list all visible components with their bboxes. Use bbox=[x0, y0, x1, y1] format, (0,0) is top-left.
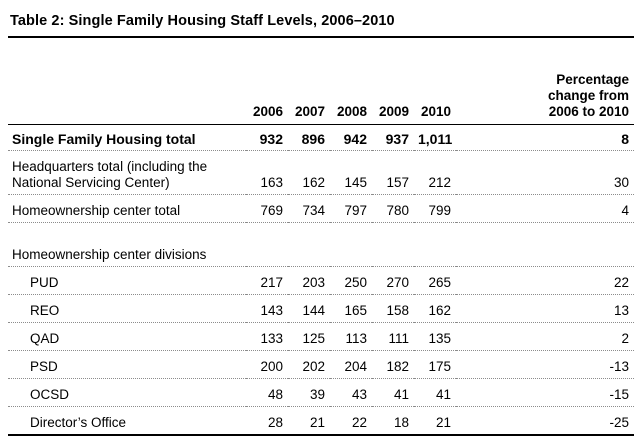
cell-2006: 932 bbox=[246, 124, 288, 151]
cell-2008: 797 bbox=[330, 194, 372, 223]
row-label: Homeownership center total bbox=[8, 194, 246, 223]
table-row-headquarters-total: Headquarters total (including the Nation… bbox=[8, 150, 634, 195]
row-label: Single Family Housing total bbox=[8, 124, 246, 151]
cell-2010: 799 bbox=[414, 194, 456, 223]
cell-2010: 41 bbox=[414, 378, 456, 407]
cell-2008: 22 bbox=[330, 406, 372, 436]
cell-2008 bbox=[330, 222, 372, 267]
row-label: PSD bbox=[8, 350, 246, 379]
row-label: Homeownership center divisions bbox=[8, 222, 246, 267]
pct-header-line-1: Percentage bbox=[556, 72, 629, 87]
cell-2007: 39 bbox=[288, 378, 330, 407]
cell-pct-change: -15 bbox=[456, 378, 634, 407]
cell-2010 bbox=[414, 222, 456, 267]
cell-pct-change: 2 bbox=[456, 322, 634, 351]
cell-2006: 48 bbox=[246, 378, 288, 407]
cell-pct-change: -13 bbox=[456, 350, 634, 379]
cell-2006: 163 bbox=[246, 150, 288, 195]
cell-2009: 157 bbox=[372, 150, 414, 195]
table-row-reo: REO 143 144 165 158 162 13 bbox=[8, 294, 634, 323]
cell-2006: 769 bbox=[246, 194, 288, 223]
table-row-directors-office: Director’s Office 28 21 22 18 21 -25 bbox=[8, 406, 634, 436]
cell-2009: 780 bbox=[372, 194, 414, 223]
cell-2010: 175 bbox=[414, 350, 456, 379]
row-label: PUD bbox=[8, 266, 246, 295]
cell-2007: 162 bbox=[288, 150, 330, 195]
pct-header-line-2: change from bbox=[547, 88, 629, 103]
cell-2007: 144 bbox=[288, 294, 330, 323]
cell-2007: 21 bbox=[288, 406, 330, 436]
table-row-homeownership-center-total: Homeownership center total 769 734 797 7… bbox=[8, 194, 634, 223]
cell-2008: 250 bbox=[330, 266, 372, 295]
cell-pct-change: 30 bbox=[456, 150, 634, 195]
cell-2010: 162 bbox=[414, 294, 456, 323]
table-title: Table 2: Single Family Housing Staff Lev… bbox=[8, 6, 634, 38]
cell-2007 bbox=[288, 222, 330, 267]
cell-2007: 203 bbox=[288, 266, 330, 295]
row-label: Headquarters total (including the Nation… bbox=[8, 150, 246, 195]
cell-2009: 270 bbox=[372, 266, 414, 295]
cell-2009: 41 bbox=[372, 378, 414, 407]
staff-levels-table: Table 2: Single Family Housing Staff Lev… bbox=[8, 6, 634, 436]
cell-pct-change: 4 bbox=[456, 194, 634, 223]
cell-pct-change: 22 bbox=[456, 266, 634, 295]
header-percentage-change: Percentage change from 2006 to 2010 bbox=[456, 38, 634, 125]
cell-2008: 165 bbox=[330, 294, 372, 323]
cell-pct-change bbox=[456, 222, 634, 267]
cell-2009: 937 bbox=[372, 124, 414, 151]
cell-2007: 202 bbox=[288, 350, 330, 379]
header-year-2006: 2006 bbox=[246, 38, 288, 125]
cell-2006: 143 bbox=[246, 294, 288, 323]
cell-pct-change: 13 bbox=[456, 294, 634, 323]
pct-header-line-3: 2006 to 2010 bbox=[548, 104, 629, 119]
cell-2009: 18 bbox=[372, 406, 414, 436]
cell-2008: 942 bbox=[330, 124, 372, 151]
cell-2008: 43 bbox=[330, 378, 372, 407]
cell-2008: 145 bbox=[330, 150, 372, 195]
cell-2009 bbox=[372, 222, 414, 267]
cell-2007: 734 bbox=[288, 194, 330, 223]
cell-2009: 182 bbox=[372, 350, 414, 379]
cell-2008: 204 bbox=[330, 350, 372, 379]
cell-2006: 133 bbox=[246, 322, 288, 351]
row-label: Director’s Office bbox=[8, 406, 246, 436]
row-label: REO bbox=[8, 294, 246, 323]
header-label-cell bbox=[8, 38, 246, 125]
cell-2008: 113 bbox=[330, 322, 372, 351]
cell-2009: 158 bbox=[372, 294, 414, 323]
cell-2006 bbox=[246, 222, 288, 267]
table-row-qad: QAD 133 125 113 111 135 2 bbox=[8, 322, 634, 351]
cell-2010: 21 bbox=[414, 406, 456, 436]
cell-2010: 1,011 bbox=[414, 124, 456, 151]
data-table: 2006 2007 2008 2009 2010 Percentage chan… bbox=[8, 38, 634, 436]
table-row-pud: PUD 217 203 250 270 265 22 bbox=[8, 266, 634, 295]
table-row-single-family-total: Single Family Housing total 932 896 942 … bbox=[8, 124, 634, 151]
header-year-2007: 2007 bbox=[288, 38, 330, 125]
cell-2006: 28 bbox=[246, 406, 288, 436]
cell-2010: 265 bbox=[414, 266, 456, 295]
cell-pct-change: -25 bbox=[456, 406, 634, 436]
header-row: 2006 2007 2008 2009 2010 Percentage chan… bbox=[8, 38, 634, 125]
cell-2009: 111 bbox=[372, 322, 414, 351]
table-row-ocsd: OCSD 48 39 43 41 41 -15 bbox=[8, 378, 634, 407]
cell-2010: 212 bbox=[414, 150, 456, 195]
header-year-2010: 2010 bbox=[414, 38, 456, 125]
cell-2010: 135 bbox=[414, 322, 456, 351]
table-row-homeownership-divisions: Homeownership center divisions bbox=[8, 222, 634, 267]
cell-2007: 125 bbox=[288, 322, 330, 351]
row-label: OCSD bbox=[8, 378, 246, 407]
table-row-psd: PSD 200 202 204 182 175 -13 bbox=[8, 350, 634, 379]
row-label: QAD bbox=[8, 322, 246, 351]
cell-2006: 217 bbox=[246, 266, 288, 295]
header-year-2008: 2008 bbox=[330, 38, 372, 125]
header-year-2009: 2009 bbox=[372, 38, 414, 125]
cell-2007: 896 bbox=[288, 124, 330, 151]
cell-2006: 200 bbox=[246, 350, 288, 379]
cell-pct-change: 8 bbox=[456, 124, 634, 151]
